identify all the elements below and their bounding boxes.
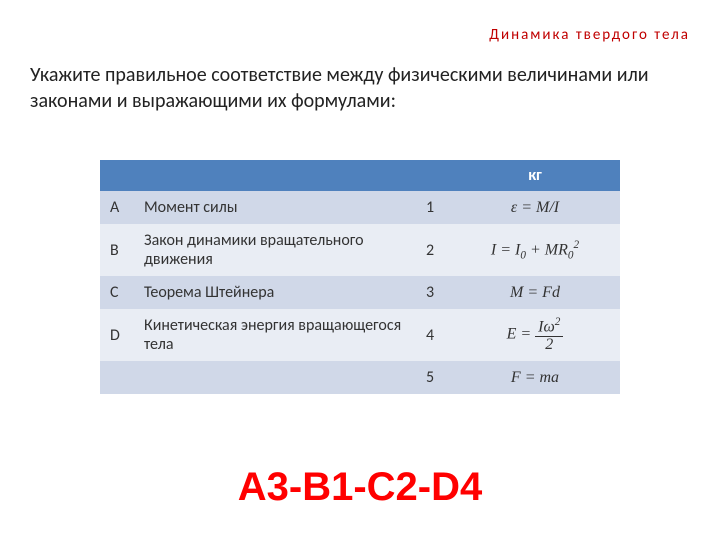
question-text: Укажите правильное соответствие между фи… bbox=[30, 62, 690, 114]
row-letter: C bbox=[100, 276, 134, 309]
header-blank-2 bbox=[134, 160, 416, 191]
row-quantity-name: Момент силы bbox=[134, 191, 416, 224]
row-quantity-name: Закон динамики вращательного движения bbox=[134, 224, 416, 276]
row-quantity-name bbox=[134, 361, 416, 394]
table-header-row: кг bbox=[100, 160, 620, 191]
row-letter: B bbox=[100, 224, 134, 276]
row-number: 1 bbox=[416, 191, 450, 224]
row-letter: A bbox=[100, 191, 134, 224]
row-quantity-name: Теорема Штейнера bbox=[134, 276, 416, 309]
row-formula: F = ma bbox=[450, 361, 620, 394]
row-letter: D bbox=[100, 309, 134, 361]
header-unit: кг bbox=[450, 160, 620, 191]
header-blank-3 bbox=[416, 160, 450, 191]
row-formula: E = Iω22 bbox=[450, 309, 620, 361]
section-title: Динамика твердого тела bbox=[489, 26, 690, 44]
row-formula: M = Fd bbox=[450, 276, 620, 309]
table-row: AМомент силы1ε = M/I bbox=[100, 191, 620, 224]
matching-table: кг AМомент силы1ε = M/IBЗакон динамики в… bbox=[100, 160, 620, 394]
table-row: 5F = ma bbox=[100, 361, 620, 394]
row-formula: I = I0 + MR02 bbox=[450, 224, 620, 276]
table-row: CТеорема Штейнера3M = Fd bbox=[100, 276, 620, 309]
header-blank-1 bbox=[100, 160, 134, 191]
answer-text: A3-B1-C2-D4 bbox=[0, 465, 720, 510]
table-row: BЗакон динамики вращательного движения2I… bbox=[100, 224, 620, 276]
row-formula: ε = M/I bbox=[450, 191, 620, 224]
row-letter bbox=[100, 361, 134, 394]
row-number: 5 bbox=[416, 361, 450, 394]
row-number: 4 bbox=[416, 309, 450, 361]
table-row: DКинетическая энергия вращающегося тела4… bbox=[100, 309, 620, 361]
row-number: 2 bbox=[416, 224, 450, 276]
row-quantity-name: Кинетическая энергия вращающегося тела bbox=[134, 309, 416, 361]
row-number: 3 bbox=[416, 276, 450, 309]
